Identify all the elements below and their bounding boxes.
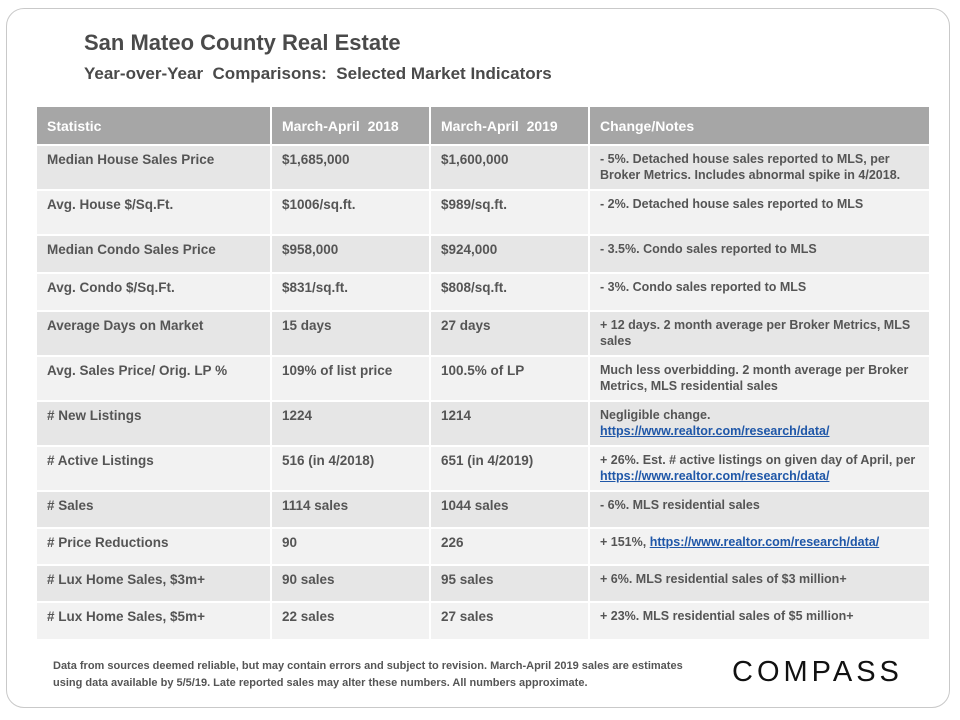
notes-text: Much less overbidding. 2 month average p… <box>600 363 909 393</box>
column-header-2019: March-April 2019 <box>430 107 590 145</box>
table-row: Avg. Condo $/Sq.Ft. $831/sq.ft. $808/sq.… <box>37 272 931 311</box>
stat-cell: Avg. House $/Sq.Ft. <box>37 189 272 235</box>
table-row: # Active Listings 516 (in 4/2018) 651 (i… <box>37 445 931 491</box>
notes-text: - 3%. Condo sales reported to MLS <box>600 280 807 294</box>
notes-cell: Much less overbidding. 2 month average p… <box>589 355 931 401</box>
realtor-data-link[interactable]: https://www.realtor.com/research/data/ <box>649 535 880 549</box>
notes-cell: - 5%. Detached house sales reported to M… <box>589 144 931 190</box>
notes-cell: + 6%. MLS residential sales of $3 millio… <box>589 564 931 602</box>
notes-cell: + 23%. MLS residential sales of $5 milli… <box>589 601 931 639</box>
table-row: # Price Reductions 90 226 + 151%, https:… <box>37 527 931 565</box>
table-row: Avg. House $/Sq.Ft. $1006/sq.ft. $989/sq… <box>37 189 931 235</box>
notes-text: Negligible change. <box>600 408 711 422</box>
notes-cell: Negligible change. https://www.realtor.co… <box>589 400 931 446</box>
value-2019-cell: 100.5% of LP <box>430 355 590 401</box>
compass-logo: COMPASS <box>732 656 903 688</box>
value-2019-cell: 95 sales <box>430 564 590 602</box>
value-2019-cell: $808/sq.ft. <box>430 272 590 311</box>
column-header-notes: Change/Notes <box>589 107 931 145</box>
page-title: San Mateo County Real Estate <box>84 30 401 55</box>
table-row: Median Condo Sales Price $958,000 $924,0… <box>37 234 931 273</box>
table-row: # New Listings 1224 1214 Negligible chan… <box>37 400 931 446</box>
notes-cell: + 26%. Est. # active listings on given d… <box>589 445 931 491</box>
stat-cell: # Active Listings <box>37 445 272 491</box>
page-subtitle: Year-over-Year Comparisons: Selected Mar… <box>84 64 552 83</box>
value-2019-cell: $924,000 <box>430 234 590 273</box>
notes-cell: - 3%. Condo sales reported to MLS <box>589 272 931 311</box>
value-2019-cell: 651 (in 4/2019) <box>430 445 590 491</box>
notes-text: - 6%. MLS residential sales <box>600 498 760 512</box>
notes-cell: + 12 days. 2 month average per Broker Me… <box>589 310 931 356</box>
value-2018-cell: 1114 sales <box>271 490 431 528</box>
table-row: # Lux Home Sales, $3m+ 90 sales 95 sales… <box>37 564 931 602</box>
notes-text: + 6%. MLS residential sales of $3 millio… <box>600 572 847 586</box>
notes-text: + 26%. Est. # active listings on given d… <box>600 453 916 467</box>
value-2018-cell: $831/sq.ft. <box>271 272 431 311</box>
value-2018-cell: 22 sales <box>271 601 431 639</box>
notes-text: + 23%. MLS residential sales of $5 milli… <box>600 609 854 623</box>
stat-cell: Avg. Sales Price/ Orig. LP % <box>37 355 272 401</box>
value-2018-cell: 516 (in 4/2018) <box>271 445 431 491</box>
stat-cell: # Lux Home Sales, $5m+ <box>37 601 272 639</box>
value-2019-cell: 1214 <box>430 400 590 446</box>
notes-cell: + 151%, https://www.realtor.com/research… <box>589 527 931 565</box>
stat-cell: # New Listings <box>37 400 272 446</box>
value-2018-cell: 15 days <box>271 310 431 356</box>
value-2019-cell: 27 sales <box>430 601 590 639</box>
table-row: Median House Sales Price $1,685,000 $1,6… <box>37 144 931 190</box>
stat-cell: Median House Sales Price <box>37 144 272 190</box>
column-header-statistic: Statistic <box>37 107 272 145</box>
notes-text: + 12 days. 2 month average per Broker Me… <box>600 318 911 348</box>
table-header-row: Statistic March-April 2018 March-April 2… <box>37 107 931 145</box>
notes-cell: - 2%. Detached house sales reported to M… <box>589 189 931 235</box>
value-2018-cell: 90 <box>271 527 431 565</box>
stat-cell: Avg. Condo $/Sq.Ft. <box>37 272 272 311</box>
stat-cell: # Sales <box>37 490 272 528</box>
value-2019-cell: $989/sq.ft. <box>430 189 590 235</box>
value-2018-cell: 1224 <box>271 400 431 446</box>
table-row: Avg. Sales Price/ Orig. LP % 109% of lis… <box>37 355 931 401</box>
value-2019-cell: 27 days <box>430 310 590 356</box>
value-2018-cell: 109% of list price <box>271 355 431 401</box>
column-header-2018: March-April 2018 <box>271 107 431 145</box>
table-row: Average Days on Market 15 days 27 days +… <box>37 310 931 356</box>
notes-text: + 151%, <box>600 535 647 549</box>
value-2018-cell: $958,000 <box>271 234 431 273</box>
value-2018-cell: 90 sales <box>271 564 431 602</box>
realtor-data-link[interactable]: https://www.realtor.com/research/data/ <box>600 469 830 483</box>
value-2018-cell: $1006/sq.ft. <box>271 189 431 235</box>
table-row: # Sales 1114 sales 1044 sales - 6%. MLS … <box>37 490 931 528</box>
realtor-data-link[interactable]: https://www.realtor.com/research/data/ <box>600 424 830 438</box>
stat-cell: # Price Reductions <box>37 527 272 565</box>
disclaimer-footnote: Data from sources deemed reliable, but m… <box>53 660 683 689</box>
notes-text: - 3.5%. Condo sales reported to MLS <box>600 242 817 256</box>
notes-text: - 5%. Detached house sales reported to M… <box>600 152 901 182</box>
notes-text: - 2%. Detached house sales reported to M… <box>600 197 864 211</box>
notes-cell: - 3.5%. Condo sales reported to MLS <box>589 234 931 273</box>
value-2019-cell: $1,600,000 <box>430 144 590 190</box>
table-row: # Lux Home Sales, $5m+ 22 sales 27 sales… <box>37 601 931 639</box>
value-2019-cell: 1044 sales <box>430 490 590 528</box>
stat-cell: Average Days on Market <box>37 310 272 356</box>
stat-cell: # Lux Home Sales, $3m+ <box>37 564 272 602</box>
market-indicators-table: Statistic March-April 2018 March-April 2… <box>37 107 931 639</box>
value-2019-cell: 226 <box>430 527 590 565</box>
stat-cell: Median Condo Sales Price <box>37 234 272 273</box>
notes-cell: - 6%. MLS residential sales <box>589 490 931 528</box>
value-2018-cell: $1,685,000 <box>271 144 431 190</box>
